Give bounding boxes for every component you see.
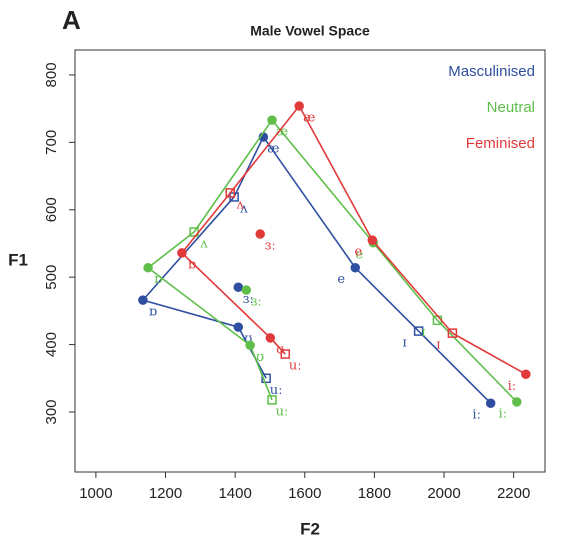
y-axis-label: F1 bbox=[8, 250, 28, 269]
vowel-label: ʌ bbox=[239, 201, 248, 216]
x-tick-label: 2200 bbox=[497, 485, 530, 502]
panel-label: A bbox=[62, 5, 81, 35]
vowel-label: e bbox=[356, 247, 364, 262]
vowel-label: ɜː bbox=[251, 294, 262, 309]
vowel-segment bbox=[147, 231, 195, 269]
point bbox=[294, 101, 304, 111]
legend-entry: Masculinised bbox=[448, 63, 535, 80]
point bbox=[413, 326, 424, 336]
vowel-segment bbox=[181, 192, 231, 254]
vowel-label: ɒ bbox=[154, 272, 162, 287]
point bbox=[521, 369, 531, 380]
vowel-segment bbox=[372, 242, 439, 321]
vowel-label: æ bbox=[267, 141, 279, 156]
vowel-label: iː bbox=[499, 406, 508, 421]
vowel-segment bbox=[237, 326, 267, 379]
x-tick-label: 1000 bbox=[79, 485, 112, 502]
x-axis-label: F2 bbox=[300, 519, 320, 538]
vowel-label: ɜː bbox=[243, 292, 254, 307]
x-tick-label: 1800 bbox=[358, 485, 391, 502]
chart-title: Male Vowel Space bbox=[250, 23, 370, 39]
vowel-label: ʌ bbox=[236, 197, 245, 212]
point bbox=[261, 373, 271, 384]
vowel-segment bbox=[142, 299, 239, 328]
x-tick-label: 1400 bbox=[218, 485, 251, 502]
point bbox=[265, 333, 276, 343]
x-tick-label: 1200 bbox=[149, 485, 182, 502]
vowel-segment bbox=[142, 196, 235, 301]
y-tick-label: 800 bbox=[43, 62, 60, 87]
point bbox=[233, 322, 244, 332]
point bbox=[233, 282, 244, 293]
point bbox=[138, 295, 148, 305]
point bbox=[350, 262, 361, 273]
legend-entry: Neutral bbox=[487, 99, 535, 116]
vowel-label: ʌ bbox=[199, 237, 208, 252]
vowel-label: ʊ bbox=[256, 350, 264, 365]
plot-frame bbox=[74, 49, 546, 473]
vowel-label: uː bbox=[276, 404, 289, 419]
point bbox=[280, 349, 291, 359]
vowel-segment bbox=[271, 119, 374, 244]
y-tick-label: 300 bbox=[43, 399, 60, 424]
point bbox=[267, 395, 277, 405]
vowel-segment bbox=[181, 252, 271, 339]
y-tick-label: 700 bbox=[43, 130, 60, 155]
legend-entry: Feminised bbox=[466, 135, 535, 152]
y-tick-label: 600 bbox=[43, 197, 60, 222]
vowel-segment bbox=[193, 119, 273, 233]
vowel-label: æ bbox=[303, 110, 315, 125]
vowel-label: uː bbox=[289, 359, 302, 374]
vowel-label: iː bbox=[508, 379, 517, 394]
vowel-segment bbox=[262, 136, 356, 269]
y-tick-label: 400 bbox=[43, 332, 60, 357]
y-tick-label: 500 bbox=[43, 265, 60, 290]
vowel-segment bbox=[298, 105, 374, 241]
vowel-label: uː bbox=[270, 383, 283, 398]
vowel-segment bbox=[147, 267, 251, 346]
vowel-label: ɒ bbox=[188, 257, 196, 272]
vowel-label: ɪ bbox=[421, 325, 425, 340]
point bbox=[512, 397, 522, 407]
vowel-label: e bbox=[354, 245, 362, 260]
vowel-label: ɒ bbox=[149, 305, 157, 320]
vowel-segment bbox=[371, 239, 453, 334]
vowel-segment bbox=[249, 344, 273, 401]
point bbox=[177, 248, 187, 258]
vowel-label: e bbox=[337, 272, 345, 287]
point bbox=[267, 115, 277, 125]
vowel-label: æ bbox=[276, 125, 288, 140]
point bbox=[485, 398, 496, 408]
vowel-segment bbox=[229, 105, 300, 194]
vowel-segment bbox=[436, 319, 518, 403]
vowel-label: ɜː bbox=[265, 239, 276, 254]
vowel-label: ɪ bbox=[436, 338, 440, 353]
vowel-label: ʊ bbox=[244, 332, 252, 347]
point bbox=[245, 340, 255, 351]
vowel-segment bbox=[354, 267, 420, 332]
x-tick-label: 2000 bbox=[427, 485, 460, 502]
vowel-label: ʊ bbox=[276, 342, 284, 357]
point bbox=[447, 328, 458, 338]
vowel-label: ɪ bbox=[403, 336, 407, 351]
point bbox=[241, 285, 252, 295]
vowel-segment bbox=[452, 332, 527, 375]
point bbox=[367, 235, 378, 245]
vowel-segment bbox=[418, 330, 492, 404]
vowel-segment bbox=[233, 136, 265, 198]
x-tick-label: 1600 bbox=[288, 485, 321, 502]
point bbox=[225, 188, 236, 198]
point bbox=[143, 262, 153, 273]
vowel-label: iː bbox=[472, 408, 481, 423]
point bbox=[255, 229, 265, 239]
